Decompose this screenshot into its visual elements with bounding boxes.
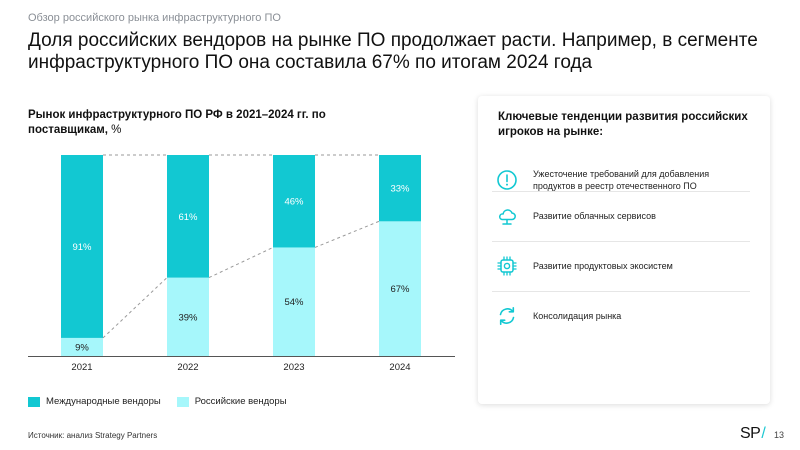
trend-item-registry: Ужесточение требований для добавления пр… [492, 156, 750, 204]
source-note: Источник: анализ Strategy Partners [28, 431, 158, 440]
legend-item-russian: Российские вендоры [176, 396, 287, 407]
company-logo: SP/ [740, 425, 766, 443]
chart-title: Рынок инфраструктурного ПО РФ в 2021–202… [28, 108, 368, 138]
bar-russian [61, 337, 103, 356]
logo-text: SP [740, 425, 761, 442]
page-title: Доля российских вендоров на рынке ПО про… [28, 30, 758, 73]
data-label-international: 61% [178, 212, 198, 223]
bar-russian [167, 277, 209, 356]
bar-russian [379, 221, 421, 356]
bar-international [273, 155, 315, 248]
data-label-international: 91% [72, 242, 92, 253]
ecosystem-chip-icon [497, 256, 517, 276]
connector-line [208, 247, 274, 279]
refresh-icon [499, 306, 515, 326]
trend-item-cloud: Развитие облачных сервисов [492, 192, 750, 240]
alert-circle-icon [497, 170, 517, 190]
bar-international [379, 155, 421, 222]
legend-label-international: Международные вендоры [46, 396, 161, 407]
trend-divider [492, 241, 750, 242]
x-tick-label: 2023 [283, 362, 304, 373]
data-label-russian: 54% [284, 297, 304, 308]
legend-swatch-russian [176, 396, 189, 407]
chart-title-text: Рынок инфраструктурного ПО РФ в 2021–202… [28, 109, 326, 136]
data-label-russian: 39% [178, 312, 198, 323]
chart-legend: Международные вендоры Российские вендоры [28, 396, 303, 407]
legend-swatch-international [28, 396, 40, 407]
trend-item-ecosystem: Развитие продуктовых экосистем [492, 242, 750, 290]
data-label-russian: 67% [390, 284, 410, 295]
connector-line [102, 277, 168, 339]
cloud-icon [499, 209, 516, 225]
trend-label-cloud: Развитие облачных сервисов [533, 211, 656, 221]
bar-international [167, 155, 209, 278]
trend-label-registry: Ужесточение требований для добавления пр… [533, 169, 710, 191]
page-number: 13 [774, 430, 785, 440]
x-tick-label: 2024 [389, 362, 410, 373]
logo-slash: / [761, 425, 766, 442]
bar-international [61, 155, 103, 338]
chart-title-unit: % [111, 124, 122, 136]
connector-line [314, 220, 380, 248]
x-tick-label: 2021 [71, 362, 92, 373]
trend-label-consolidation: Консолидация рынка [533, 311, 622, 321]
data-label-russian: 9% [75, 342, 89, 353]
legend-item-international: Международные вендоры [28, 396, 161, 407]
legend-label-russian: Российские вендоры [194, 396, 287, 407]
trend-divider [492, 191, 750, 192]
trends-panel: Ключевые тенденции развития российских и… [478, 96, 770, 404]
trend-item-consolidation: Консолидация рынка [492, 292, 750, 340]
bar-russian [273, 247, 315, 356]
trend-label-ecosystem: Развитие продуктовых экосистем [533, 261, 673, 271]
data-label-international: 46% [284, 197, 304, 208]
data-label-international: 33% [390, 184, 410, 195]
breadcrumb: Обзор российского рынка инфраструктурног… [28, 12, 281, 24]
trend-divider [492, 291, 750, 292]
x-tick-label: 2022 [177, 362, 198, 373]
trends-panel-title: Ключевые тенденции развития российских и… [498, 111, 748, 138]
